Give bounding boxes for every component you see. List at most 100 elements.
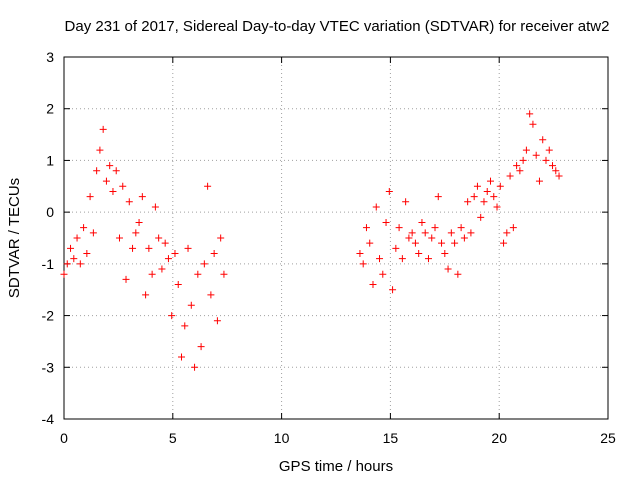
data-point xyxy=(552,167,560,175)
data-point xyxy=(500,239,508,247)
tick-layer xyxy=(63,56,609,420)
data-point xyxy=(382,218,390,226)
data-point xyxy=(464,198,472,206)
data-point xyxy=(535,177,543,185)
data-point xyxy=(99,125,107,133)
data-point xyxy=(506,172,514,180)
x-tick-label: 0 xyxy=(60,430,68,446)
data-point xyxy=(438,239,446,247)
data-point xyxy=(171,250,179,258)
data-point xyxy=(379,270,387,278)
data-point xyxy=(138,193,146,201)
data-point xyxy=(539,136,547,144)
data-point xyxy=(93,167,101,175)
data-point xyxy=(526,110,534,118)
data-point xyxy=(392,244,400,252)
chart-title: Day 231 of 2017, Sidereal Day-to-day VTE… xyxy=(65,18,610,35)
data-point xyxy=(460,234,468,242)
data-point xyxy=(434,193,442,201)
y-tick-label: -4 xyxy=(42,411,55,427)
data-point xyxy=(168,312,176,320)
data-point xyxy=(158,265,166,273)
data-point xyxy=(73,234,81,242)
data-point xyxy=(542,156,550,164)
x-tick-label: 15 xyxy=(383,430,399,446)
data-point xyxy=(385,187,393,195)
y-tick-label: -2 xyxy=(42,308,55,324)
y-tick-label: -3 xyxy=(42,359,55,375)
data-point xyxy=(454,270,462,278)
data-point xyxy=(421,229,429,237)
data-point xyxy=(405,234,413,242)
data-point xyxy=(102,177,110,185)
y-tick-label: 1 xyxy=(46,152,54,168)
data-point xyxy=(549,162,557,170)
data-point xyxy=(148,270,156,278)
data-point xyxy=(112,167,120,175)
data-point xyxy=(217,234,225,242)
data-point xyxy=(359,260,367,268)
data-point xyxy=(369,281,377,289)
x-tick-label: 10 xyxy=(274,430,290,446)
data-point xyxy=(362,224,370,232)
data-point xyxy=(398,255,406,263)
data-point xyxy=(470,193,478,201)
data-point xyxy=(376,255,384,263)
data-point xyxy=(109,187,117,195)
data-point xyxy=(477,213,485,221)
data-point xyxy=(145,244,153,252)
x-axis-label: GPS time / hours xyxy=(279,458,393,475)
data-point xyxy=(402,198,410,206)
data-point xyxy=(428,234,436,242)
data-point xyxy=(522,146,530,154)
data-point xyxy=(142,291,150,299)
data-point xyxy=(164,255,172,263)
y-tick-label: 3 xyxy=(46,49,54,65)
data-point xyxy=(424,255,432,263)
data-point xyxy=(135,218,143,226)
data-point xyxy=(509,224,517,232)
data-point xyxy=(63,260,71,268)
data-point xyxy=(129,244,137,252)
data-layer xyxy=(60,110,563,371)
data-point xyxy=(76,260,84,268)
data-point xyxy=(389,286,397,294)
data-point xyxy=(395,224,403,232)
y-axis-label: SDTVAR / TECUs xyxy=(6,178,23,298)
data-point xyxy=(155,234,163,242)
data-point xyxy=(70,255,78,263)
data-point xyxy=(119,182,127,190)
plot-frame xyxy=(63,56,609,420)
data-point xyxy=(178,353,186,361)
data-point xyxy=(86,193,94,201)
data-point xyxy=(122,275,130,283)
data-point xyxy=(366,239,374,247)
data-point xyxy=(194,270,202,278)
grid-layer xyxy=(64,57,608,419)
data-point xyxy=(161,239,169,247)
data-point xyxy=(555,172,563,180)
data-point xyxy=(415,250,423,258)
data-point xyxy=(197,343,205,351)
data-point xyxy=(483,187,491,195)
x-tick-label: 5 xyxy=(169,430,177,446)
data-point xyxy=(356,250,364,258)
x-tick-labels: 0 5 10 15 20 25 xyxy=(60,430,616,446)
x-tick-label: 20 xyxy=(491,430,507,446)
data-point xyxy=(496,182,504,190)
data-point xyxy=(67,244,75,252)
data-point xyxy=(411,239,419,247)
data-point xyxy=(441,250,449,258)
data-point xyxy=(83,250,91,258)
data-point xyxy=(207,291,215,299)
data-point xyxy=(184,244,192,252)
y-tick-label: 2 xyxy=(46,101,54,117)
x-tick-label: 25 xyxy=(600,430,616,446)
data-point xyxy=(115,234,123,242)
data-point xyxy=(89,229,97,237)
data-point xyxy=(200,260,208,268)
data-point xyxy=(187,301,195,309)
data-point xyxy=(96,146,104,154)
data-point xyxy=(451,239,459,247)
